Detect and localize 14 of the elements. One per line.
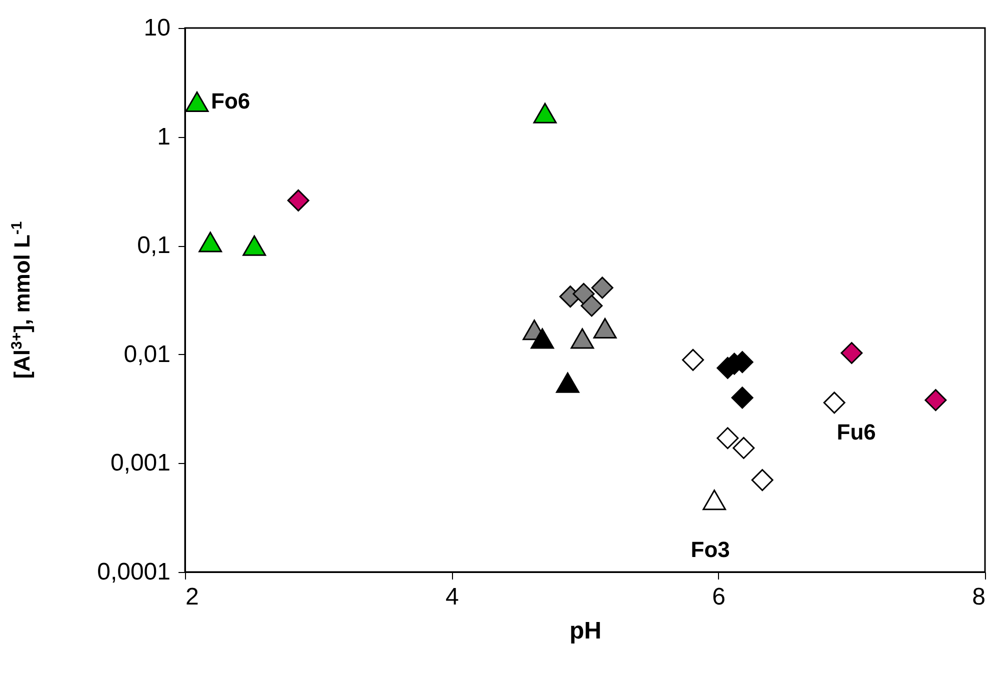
- x-tick-label: 8: [972, 584, 986, 610]
- y-tick-label: 0,0001: [97, 558, 170, 586]
- annotation: Fo6: [211, 88, 250, 114]
- x-tick-label: 6: [712, 584, 726, 610]
- x-tick-label: 2: [186, 584, 199, 610]
- y-tick-label: 0,001: [110, 450, 170, 477]
- y-tick-label: 0,01: [124, 340, 170, 368]
- annotation: Fu6: [836, 420, 876, 445]
- x-tick-label: 4: [445, 584, 459, 610]
- y-tick-label: 10: [144, 14, 170, 42]
- annotation: Fo3: [690, 536, 730, 562]
- x-axis-title: pH: [570, 618, 602, 644]
- y-tick-label: 1: [157, 123, 170, 150]
- y-tick-label: 0,1: [137, 232, 170, 260]
